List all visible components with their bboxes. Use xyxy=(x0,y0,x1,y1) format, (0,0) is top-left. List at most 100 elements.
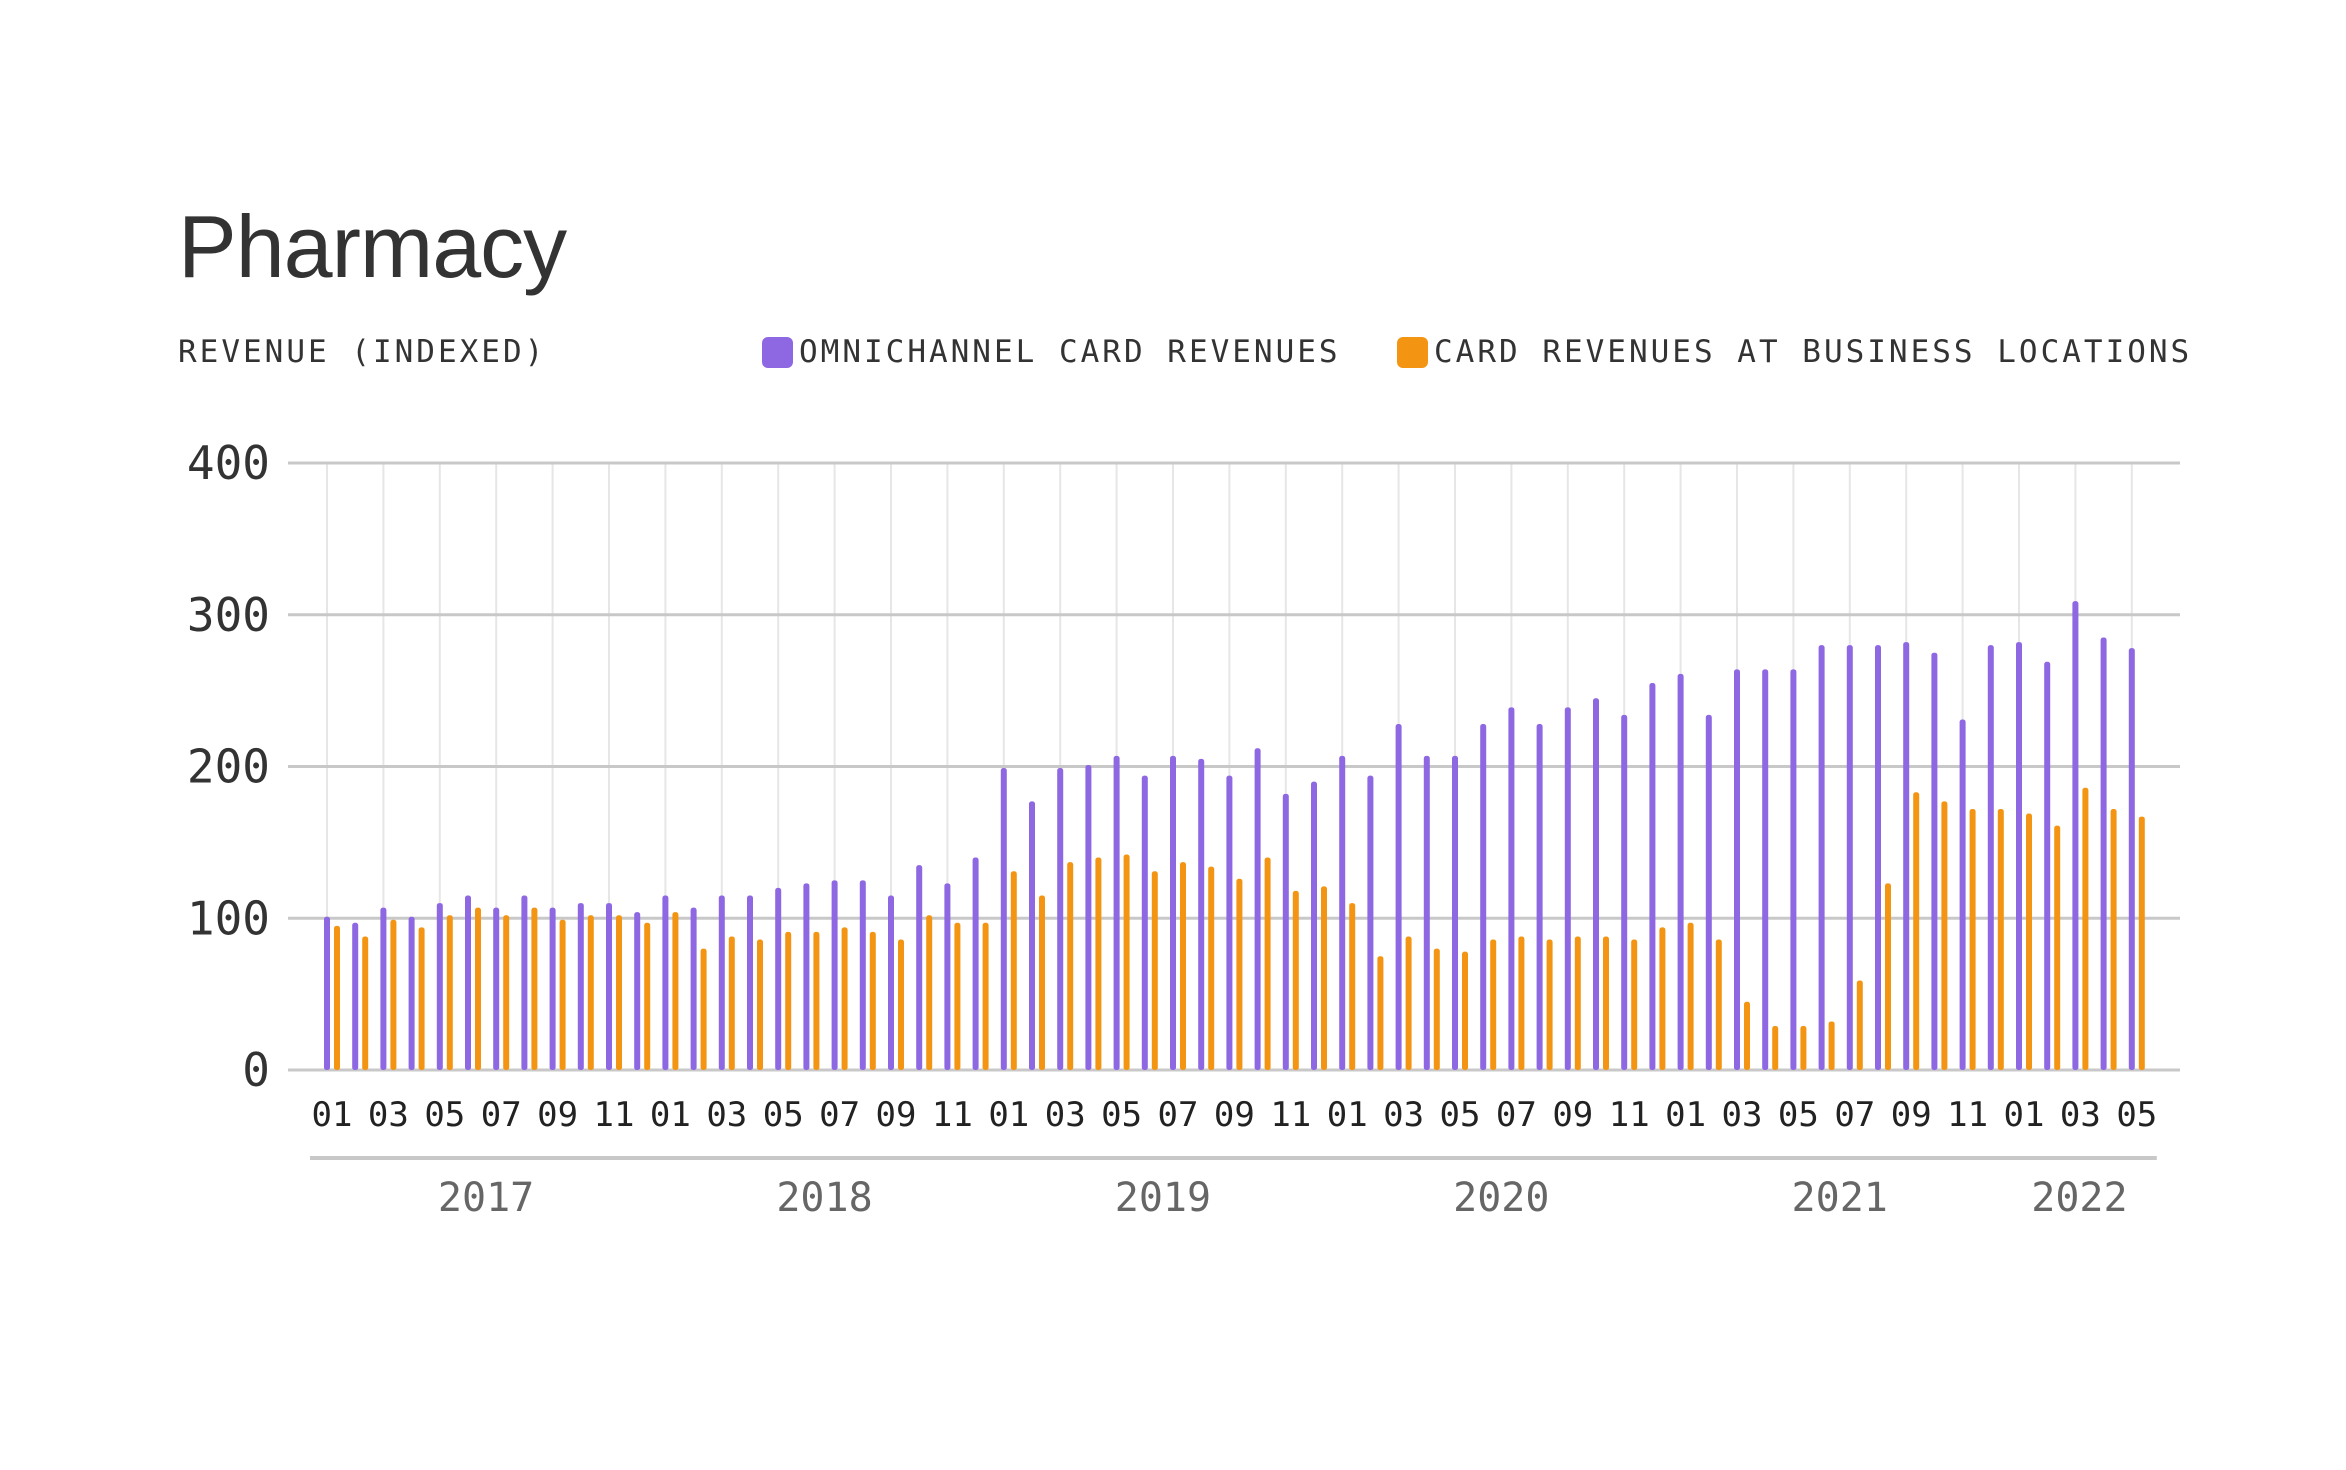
bar-omnichannel xyxy=(1226,775,1233,1070)
y-tick-label: 400 xyxy=(187,436,270,490)
x-tick-label: 05 xyxy=(1101,1095,1142,1135)
x-tick-label: 07 xyxy=(1496,1095,1537,1135)
bar-omnichannel xyxy=(1677,673,1684,1070)
bar-business-locations xyxy=(503,915,510,1070)
bar-omnichannel xyxy=(634,912,641,1070)
legend-swatch-omnichannel xyxy=(762,336,793,368)
bar-omnichannel xyxy=(1170,755,1176,1070)
bar-omnichannel xyxy=(1790,669,1797,1070)
x-tick-label: 01 xyxy=(2004,1095,2045,1135)
bar-omnichannel xyxy=(1536,724,1543,1070)
bar-omnichannel xyxy=(944,883,951,1070)
x-tick-label: 09 xyxy=(876,1095,917,1135)
bar-business-locations xyxy=(1010,871,1017,1070)
bar-omnichannel xyxy=(1282,793,1289,1070)
bar-business-locations xyxy=(1151,871,1158,1070)
x-tick-label: 03 xyxy=(2060,1095,2101,1135)
bar-business-locations xyxy=(2138,816,2145,1070)
bar-business-locations xyxy=(1687,922,1694,1070)
bar-omnichannel xyxy=(1508,707,1515,1070)
bar-omnichannel xyxy=(747,895,753,1070)
bar-business-locations xyxy=(418,927,425,1070)
bar-business-locations xyxy=(1377,956,1384,1070)
x-tick-label: 05 xyxy=(424,1095,465,1135)
x-tick-label: 01 xyxy=(988,1095,1029,1135)
bar-omnichannel xyxy=(1564,707,1571,1070)
bar-omnichannel xyxy=(606,903,612,1070)
bar-business-locations xyxy=(1969,808,1976,1070)
x-tick-label: 09 xyxy=(1214,1095,1255,1135)
bar-omnichannel xyxy=(352,922,359,1070)
bar-omnichannel xyxy=(831,880,838,1070)
bar-business-locations xyxy=(1603,936,1609,1070)
x-tick-label: 11 xyxy=(932,1095,973,1135)
bar-omnichannel xyxy=(577,903,584,1070)
x-tick-label: 03 xyxy=(1045,1095,1086,1135)
bar-business-locations xyxy=(2026,813,2032,1070)
bar-omnichannel xyxy=(436,903,443,1070)
bar-omnichannel xyxy=(2128,648,2135,1070)
x-tick-label: 07 xyxy=(1158,1095,1199,1135)
bar-business-locations xyxy=(982,922,989,1070)
bar-business-locations xyxy=(1123,854,1130,1070)
x-tick-label: 03 xyxy=(1383,1095,1424,1135)
year-label: 2019 xyxy=(1115,1175,1211,1221)
bar-omnichannel xyxy=(465,895,471,1070)
bar-business-locations xyxy=(644,922,651,1070)
bar-business-locations xyxy=(1997,808,2004,1070)
bar-business-locations xyxy=(2054,825,2061,1070)
bar-business-locations xyxy=(559,919,566,1070)
bar-business-locations xyxy=(898,939,904,1070)
x-tick-label: 11 xyxy=(1609,1095,1650,1135)
bar-business-locations xyxy=(390,919,397,1070)
bar-business-locations xyxy=(475,907,481,1070)
bar-business-locations xyxy=(1800,1025,1807,1070)
bar-omnichannel xyxy=(1141,775,1148,1070)
bar-omnichannel xyxy=(1875,645,1881,1070)
bar-business-locations xyxy=(587,915,594,1070)
year-label: 2017 xyxy=(438,1175,534,1221)
bar-omnichannel xyxy=(324,916,330,1070)
bar-omnichannel xyxy=(1198,758,1205,1070)
x-tick-label: 05 xyxy=(1440,1095,1481,1135)
bar-business-locations xyxy=(1518,936,1525,1070)
bar-omnichannel xyxy=(1423,755,1430,1070)
bar-omnichannel xyxy=(1311,781,1317,1070)
bar-omnichannel xyxy=(859,880,866,1070)
legend-item-omnichannel: OMNICHANNEL CARD REVENUES xyxy=(762,334,1341,370)
bar-omnichannel xyxy=(1339,755,1346,1070)
bar-omnichannel xyxy=(803,883,810,1070)
x-tick-label: 05 xyxy=(2116,1095,2157,1135)
bar-business-locations xyxy=(1264,857,1271,1070)
year-label: 2021 xyxy=(1792,1175,1888,1221)
bar-omnichannel xyxy=(1705,714,1712,1070)
bar-business-locations xyxy=(1180,862,1186,1070)
bar-omnichannel xyxy=(1762,669,1769,1070)
bar-omnichannel xyxy=(718,895,725,1070)
bar-business-locations xyxy=(1039,895,1045,1070)
bar-omnichannel xyxy=(1846,645,1853,1070)
bar-business-locations xyxy=(1462,951,1468,1070)
bar-omnichannel xyxy=(1367,775,1374,1070)
legend-swatch-business-locations xyxy=(1397,336,1428,368)
year-label: 2022 xyxy=(2031,1175,2127,1221)
bar-business-locations xyxy=(2082,787,2089,1070)
x-tick-label: 03 xyxy=(368,1095,409,1135)
bar-omnichannel xyxy=(1480,724,1487,1070)
bar-omnichannel xyxy=(1254,748,1261,1070)
bar-business-locations xyxy=(1828,1021,1835,1070)
bar-omnichannel xyxy=(690,907,697,1070)
bar-omnichannel xyxy=(549,907,556,1070)
bar-business-locations xyxy=(1574,936,1581,1070)
legend-label-business-locations: CARD REVENUES AT BUSINESS LOCATIONS xyxy=(1434,334,2193,370)
x-tick-label: 01 xyxy=(1327,1095,1368,1135)
bar-business-locations xyxy=(1067,862,1074,1070)
bar-omnichannel xyxy=(662,895,669,1070)
bar-omnichannel xyxy=(1395,724,1402,1070)
x-tick-label: 11 xyxy=(1947,1095,1988,1135)
x-tick-label: 11 xyxy=(594,1095,635,1135)
bar-business-locations xyxy=(700,948,707,1070)
bar-business-locations xyxy=(728,936,735,1070)
bar-omnichannel xyxy=(521,895,528,1070)
bar-omnichannel xyxy=(493,907,500,1070)
